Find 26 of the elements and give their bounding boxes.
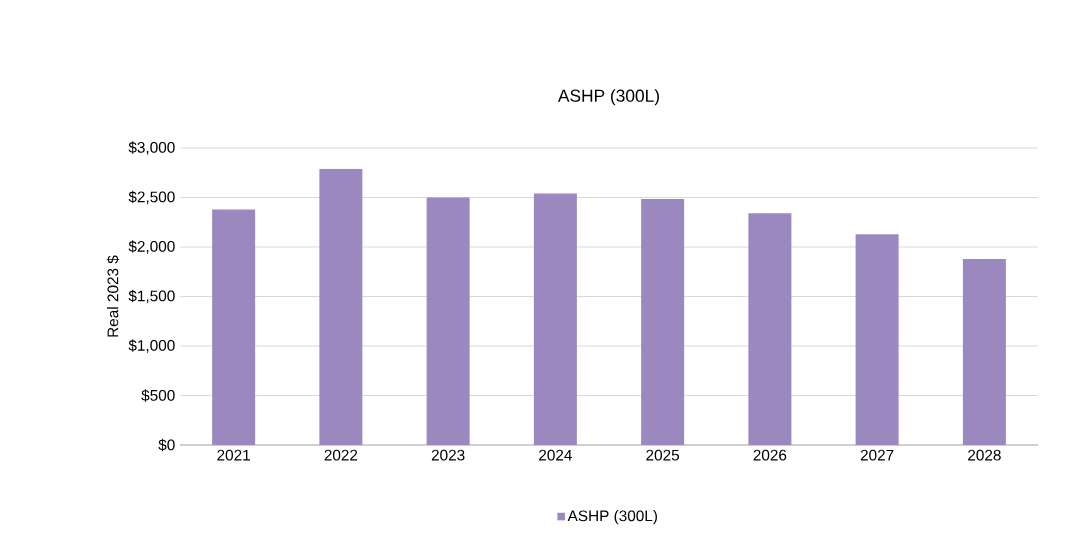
y-tick-label: $1,500 bbox=[128, 289, 175, 304]
bar bbox=[748, 213, 792, 445]
x-tick-label: 2026 bbox=[753, 449, 787, 461]
bar bbox=[641, 198, 685, 445]
bar bbox=[319, 168, 363, 445]
y-tick-label: $1,000 bbox=[128, 339, 175, 353]
bar bbox=[533, 193, 577, 445]
x-tick-label: 2021 bbox=[217, 449, 250, 461]
x-tick-label: 2023 bbox=[431, 449, 465, 461]
bar bbox=[426, 197, 470, 445]
y-axis-title: Real 2023 $ bbox=[106, 255, 120, 337]
y-tick-label: $2,000 bbox=[128, 240, 175, 254]
legend-label: ASHP (300L) bbox=[567, 510, 657, 525]
bar bbox=[855, 234, 899, 445]
y-tick-label: $3,000 bbox=[128, 141, 175, 155]
bar bbox=[962, 258, 1006, 445]
x-tick-label: 2027 bbox=[860, 449, 894, 461]
x-tick-label: 2025 bbox=[646, 449, 680, 461]
x-tick-label: 2024 bbox=[539, 449, 572, 461]
x-tick-label: 2022 bbox=[324, 449, 358, 461]
x-tick-label: 2028 bbox=[968, 449, 1001, 461]
bar bbox=[212, 209, 256, 445]
y-tick-label: $500 bbox=[141, 389, 175, 402]
chart-title: ASHP (300L) bbox=[557, 89, 659, 106]
y-tick-label: $2,500 bbox=[128, 190, 175, 205]
y-tick-label: $0 bbox=[158, 438, 175, 452]
